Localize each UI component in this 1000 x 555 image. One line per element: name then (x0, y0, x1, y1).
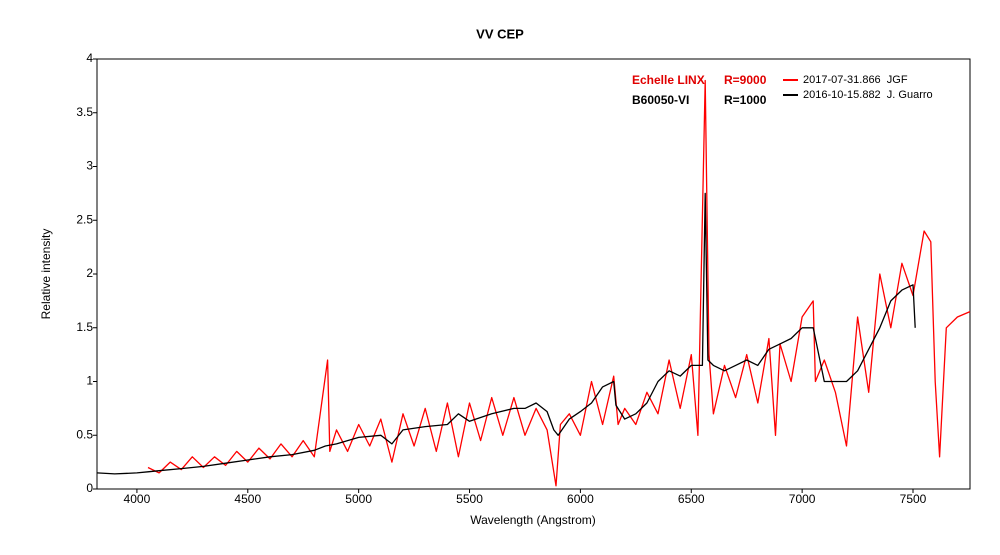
annotation: R=9000 (724, 73, 767, 87)
y-tick-label: 1.5 (76, 320, 93, 334)
y-axis-label: Relative intensity (39, 229, 53, 320)
x-axis-label: Wavelength (Angstrom) (470, 513, 596, 527)
legend-label: 2017-07-31.866 JGF (803, 74, 908, 86)
chart-title: VV CEP (476, 26, 524, 41)
y-tick-label: 2 (86, 266, 93, 280)
x-tick-label: 5000 (345, 492, 372, 506)
y-tick-label: 4 (86, 51, 93, 65)
y-tick-label: 3 (86, 159, 93, 173)
legend-label: 2016-10-15.882 J. Guarro (803, 89, 933, 101)
annotation: Echelle LINX (632, 73, 705, 87)
x-tick-label: 4000 (124, 492, 151, 506)
spectrum-line (96, 192, 916, 475)
y-tick-label: 3.5 (76, 105, 93, 119)
x-tick-label: 4500 (234, 492, 261, 506)
x-tick-label: 6500 (678, 492, 705, 506)
y-tick-label: 0 (86, 481, 93, 495)
y-tick-label: 2.5 (76, 212, 93, 226)
x-tick-label: 7000 (789, 492, 816, 506)
y-tick-label: 1 (86, 374, 93, 388)
x-tick-label: 5500 (456, 492, 483, 506)
annotation: R=1000 (724, 93, 767, 107)
annotation: B60050-VI (632, 93, 689, 107)
x-tick-label: 6000 (567, 492, 594, 506)
x-tick-label: 7500 (900, 492, 927, 506)
plot-frame (96, 58, 971, 490)
y-tick-label: 0.5 (76, 427, 93, 441)
spectrum-line (147, 79, 971, 487)
